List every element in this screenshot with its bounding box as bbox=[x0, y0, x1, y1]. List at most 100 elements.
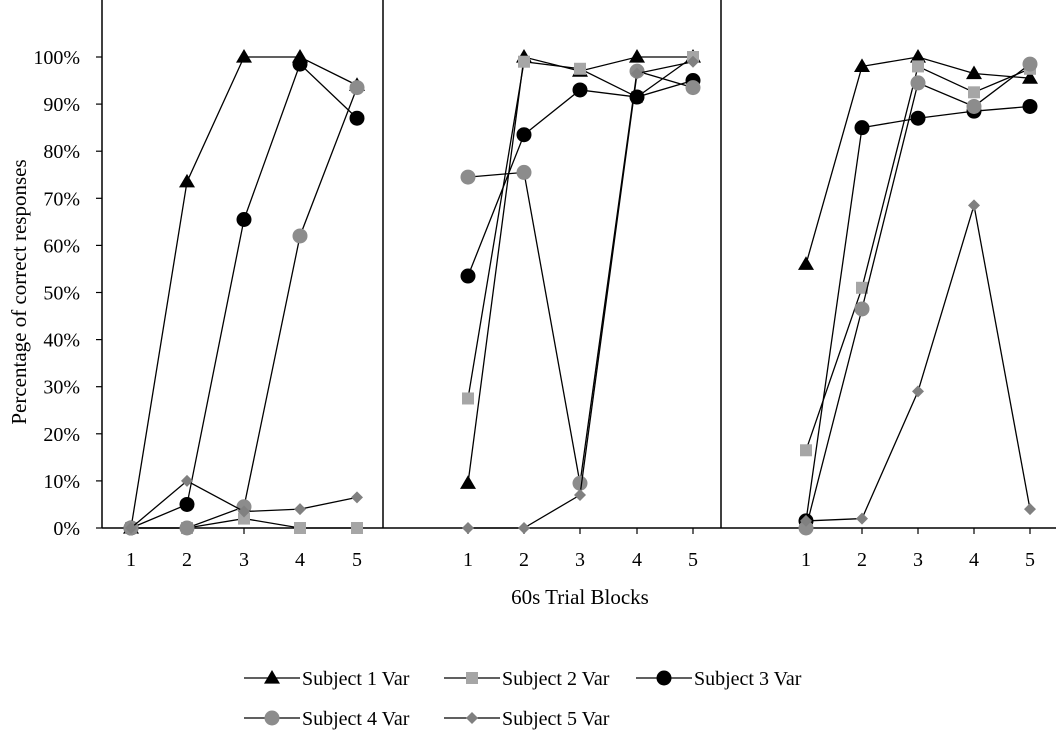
data-point-subject-5-var bbox=[800, 514, 812, 527]
data-point-subject-2-var bbox=[800, 444, 812, 457]
data-point-subject-2-var bbox=[351, 522, 363, 534]
x-tick-label: 1 bbox=[126, 549, 136, 571]
y-tick-label: 50% bbox=[43, 283, 80, 305]
x-tick-label: 4 bbox=[969, 549, 979, 571]
y-tick-label: 70% bbox=[43, 188, 80, 210]
data-point-subject-4-var bbox=[516, 164, 532, 180]
data-point-subject-3-var bbox=[572, 82, 588, 98]
x-tick-label: 3 bbox=[913, 549, 923, 571]
data-point-subject-3-var bbox=[236, 211, 252, 227]
x-tick-label: 2 bbox=[519, 549, 529, 571]
series-line-subject-4-var-panel-3 bbox=[805, 63, 1031, 529]
data-point-subject-2-var bbox=[856, 281, 868, 294]
series-lines bbox=[123, 49, 1038, 536]
y-tick-label: 0% bbox=[53, 518, 80, 540]
data-point-subject-3-var bbox=[910, 110, 926, 126]
data-point-subject-1-var bbox=[179, 173, 195, 188]
x-tick-label: 4 bbox=[632, 549, 642, 571]
data-point-subject-5-var bbox=[856, 512, 868, 525]
y-tick-label: 60% bbox=[43, 235, 80, 257]
data-point-subject-5-var bbox=[238, 505, 250, 518]
data-point-subject-3-var bbox=[516, 127, 532, 143]
data-point-subject-5-var bbox=[687, 55, 699, 68]
data-point-subject-5-var bbox=[518, 522, 530, 534]
data-point-subject-1-var bbox=[854, 58, 870, 73]
data-point-subject-3-var bbox=[1022, 98, 1038, 114]
axes bbox=[96, 0, 1056, 534]
series-line-subject-3-var-panel-2 bbox=[467, 79, 694, 277]
data-point-subject-5-var bbox=[351, 491, 363, 504]
y-tick-label: 40% bbox=[43, 330, 80, 352]
x-tick-label: 2 bbox=[182, 549, 192, 571]
y-tick-label: 80% bbox=[43, 141, 80, 163]
series-line-subject-4-var-panel-1 bbox=[131, 87, 358, 529]
data-point-subject-4-var bbox=[1022, 56, 1038, 72]
y-tick-label: 20% bbox=[43, 424, 80, 446]
x-tick-label: 3 bbox=[575, 549, 585, 571]
data-point-subject-3-var bbox=[854, 120, 870, 136]
data-point-subject-3-var bbox=[460, 268, 476, 284]
data-point-subject-3-var bbox=[629, 89, 645, 105]
series-line-subject-1-var-panel-2 bbox=[467, 56, 693, 484]
series-line-subject-3-var-panel-3 bbox=[805, 105, 1031, 522]
legend-marker-subject-5-var bbox=[466, 712, 478, 724]
data-point-subject-1-var bbox=[460, 475, 476, 489]
data-point-subject-5-var bbox=[631, 67, 643, 80]
data-point-subject-4-var bbox=[292, 228, 308, 244]
data-point-subject-1-var bbox=[966, 65, 982, 80]
data-point-subject-4-var bbox=[349, 80, 365, 96]
data-point-subject-4-var bbox=[798, 520, 814, 536]
data-point-subject-5-var bbox=[912, 385, 924, 398]
legend-marker-subject-2-var bbox=[466, 672, 478, 684]
data-point-subject-2-var bbox=[912, 60, 924, 73]
x-axis-title: 60s Trial Blocks bbox=[511, 585, 649, 609]
data-point-subject-5-var bbox=[1024, 503, 1036, 516]
y-tick-label: 30% bbox=[43, 377, 80, 399]
x-tick-label: 4 bbox=[295, 549, 305, 571]
legend-marker-subject-4-var bbox=[264, 710, 280, 726]
data-point-subject-2-var bbox=[238, 512, 250, 525]
x-tick-label: 5 bbox=[1025, 549, 1035, 571]
data-point-subject-2-var bbox=[518, 55, 530, 68]
legend-marker-subject-1-var bbox=[264, 670, 280, 684]
series-line-subject-5-var-panel-2 bbox=[468, 61, 694, 529]
legend-label-subject-4-var: Subject 4 Var bbox=[302, 708, 410, 730]
data-point-subject-5-var bbox=[574, 489, 586, 502]
x-tick-label: 1 bbox=[801, 549, 811, 571]
data-point-subject-5-var bbox=[181, 474, 193, 487]
y-tick-label: 90% bbox=[43, 94, 80, 116]
data-point-subject-1-var bbox=[910, 49, 926, 63]
data-point-subject-5-var bbox=[462, 522, 474, 534]
legend-label-subject-3-var: Subject 3 Var bbox=[694, 668, 802, 690]
data-point-subject-3-var bbox=[179, 496, 195, 512]
data-point-subject-2-var bbox=[462, 392, 474, 405]
data-point-subject-4-var bbox=[854, 301, 870, 317]
x-tick-label: 5 bbox=[688, 549, 698, 571]
data-point-subject-4-var bbox=[966, 98, 982, 114]
data-point-subject-2-var bbox=[574, 62, 586, 75]
legend-label-subject-1-var: Subject 1 Var bbox=[302, 668, 410, 690]
data-point-subject-3-var bbox=[292, 56, 308, 72]
data-point-subject-4-var bbox=[910, 75, 926, 91]
data-point-subject-2-var bbox=[968, 86, 980, 99]
data-point-subject-1-var bbox=[798, 256, 814, 270]
legend-marker-subject-3-var bbox=[656, 670, 672, 686]
data-point-subject-4-var bbox=[179, 520, 195, 536]
series-line-subject-3-var-panel-1 bbox=[130, 62, 358, 529]
series-line-subject-5-var-panel-3 bbox=[805, 205, 1031, 522]
series-line-subject-4-var-panel-2 bbox=[467, 70, 694, 484]
x-tick-label: 1 bbox=[463, 549, 473, 571]
x-tick-label: 3 bbox=[239, 549, 249, 571]
x-tick-label: 5 bbox=[352, 549, 362, 571]
data-point-subject-5-var bbox=[968, 199, 980, 212]
series-line-subject-1-var-panel-1 bbox=[130, 56, 358, 529]
data-point-subject-5-var bbox=[125, 522, 137, 534]
data-point-subject-1-var bbox=[1022, 70, 1038, 84]
tick-labels: 0% 10% 20% 30% 40% 50% 60% 70% 80% 90% 100% 1 2 3 4 5 1 2… bbox=[33, 47, 1035, 571]
data-point-subject-3-var bbox=[349, 110, 365, 126]
y-tick-label: 100% bbox=[33, 47, 80, 69]
data-point-subject-1-var bbox=[629, 49, 645, 63]
legend: Subject 1 Var Subject 2 Var Subject 3 Var S… bbox=[244, 668, 802, 730]
legend-label-subject-2-var: Subject 2 Var bbox=[502, 668, 610, 690]
